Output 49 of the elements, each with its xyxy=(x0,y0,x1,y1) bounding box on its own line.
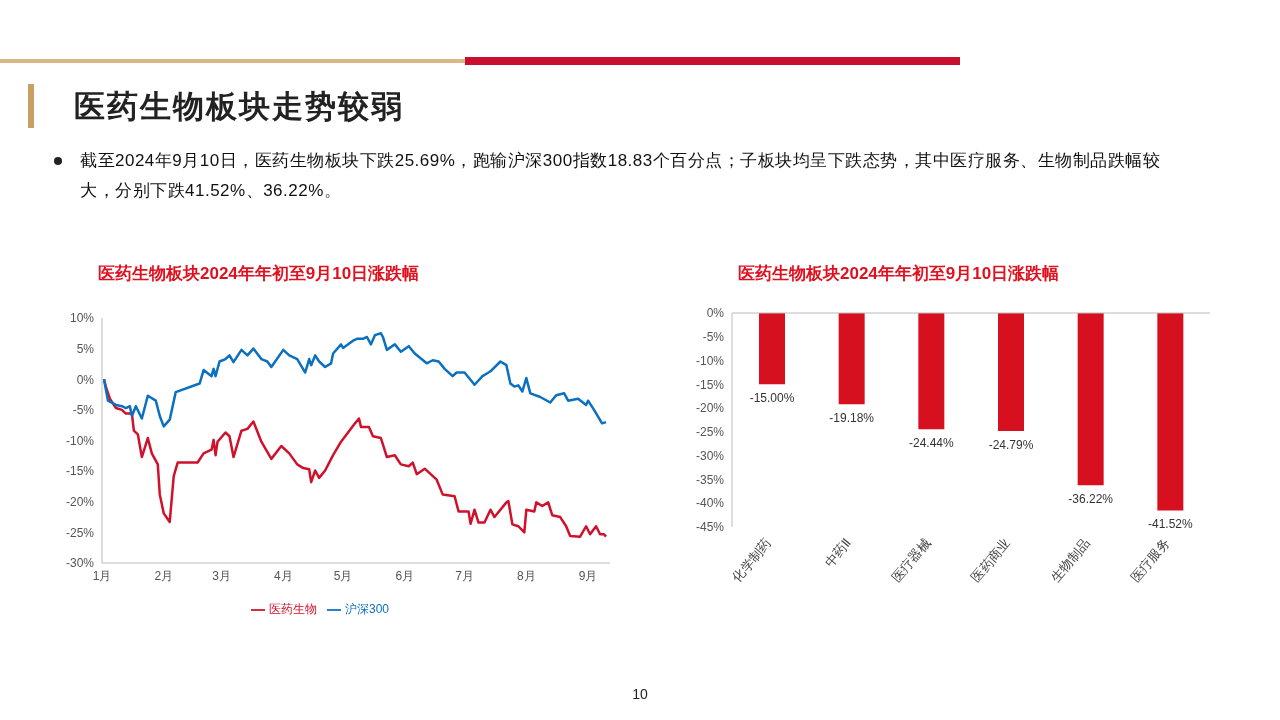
x-tick-label: 5月 xyxy=(333,568,353,583)
legend-label: 沪深300 xyxy=(344,602,390,616)
y-tick-label: -45% xyxy=(695,520,725,535)
y-tick-label: -5% xyxy=(702,330,725,345)
y-tick-label: -25% xyxy=(695,425,725,440)
x-tick-label: 2月 xyxy=(154,568,174,583)
y-tick-label: -40% xyxy=(695,496,725,511)
y-tick-label: -25% xyxy=(65,525,95,540)
y-tick-label: -30% xyxy=(65,556,95,571)
y-tick-label: -10% xyxy=(65,433,95,448)
y-tick-label: 10% xyxy=(69,311,95,326)
data-label: -15.00% xyxy=(749,391,795,406)
y-tick-label: 5% xyxy=(76,341,95,356)
x-tick-label: 化学制药 xyxy=(729,535,775,585)
x-tick-label: 医疗服务 xyxy=(1127,535,1173,585)
x-tick-label: 中药Ⅱ xyxy=(821,535,854,570)
data-label: -24.44% xyxy=(908,436,955,451)
line-series xyxy=(102,378,608,538)
x-tick-label: 生物制品 xyxy=(1047,535,1093,585)
x-tick-label: 8月 xyxy=(516,568,536,583)
y-tick-label: -5% xyxy=(72,403,95,418)
y-tick-label: -20% xyxy=(65,495,95,510)
x-tick-label: 1月 xyxy=(92,568,112,583)
data-label: -24.79% xyxy=(988,437,1034,452)
y-tick-label: 0% xyxy=(706,306,725,321)
y-tick-label: -20% xyxy=(695,401,725,416)
data-label: -19.18% xyxy=(829,411,875,426)
x-tick-label: 医疗器械 xyxy=(888,535,934,585)
y-tick-label: -15% xyxy=(695,377,725,392)
text: 截至2024年9月10日，医药生物板块下跌25.69%，跑输沪深300指数18.83个百分点；子板块均呈下跌态势，其中医疗服务、生物制品跌幅较大，分别下跌41.52%、36.22%。 xyxy=(80,150,1162,202)
y-tick-label: -30% xyxy=(695,448,725,463)
x-tick-label: 3月 xyxy=(212,568,231,583)
data-label: -41.52% xyxy=(1147,517,1194,532)
x-tick-label: 4月 xyxy=(273,568,293,583)
x-tick-label: 医药商业 xyxy=(968,535,1014,585)
text: 医药生物板块走势较弱 xyxy=(74,87,404,126)
line-series xyxy=(102,332,608,428)
x-tick-label: 9月 xyxy=(578,568,598,583)
data-label: -36.22% xyxy=(1068,492,1114,507)
y-tick-label: -35% xyxy=(695,472,725,487)
y-tick-label: -10% xyxy=(695,353,725,368)
chart-title: 医药生物板块2024年年初至9月10日涨跌幅 xyxy=(738,263,1060,285)
y-tick-label: -15% xyxy=(65,464,95,479)
y-tick-label: 0% xyxy=(76,372,95,387)
text: 10 xyxy=(631,686,649,702)
legend-label: 医药生物 xyxy=(268,602,317,616)
x-tick-label: 7月 xyxy=(455,568,474,583)
chart-title: 医药生物板块2024年年初至9月10日涨跌幅 xyxy=(98,263,420,285)
x-tick-label: 6月 xyxy=(395,568,415,583)
